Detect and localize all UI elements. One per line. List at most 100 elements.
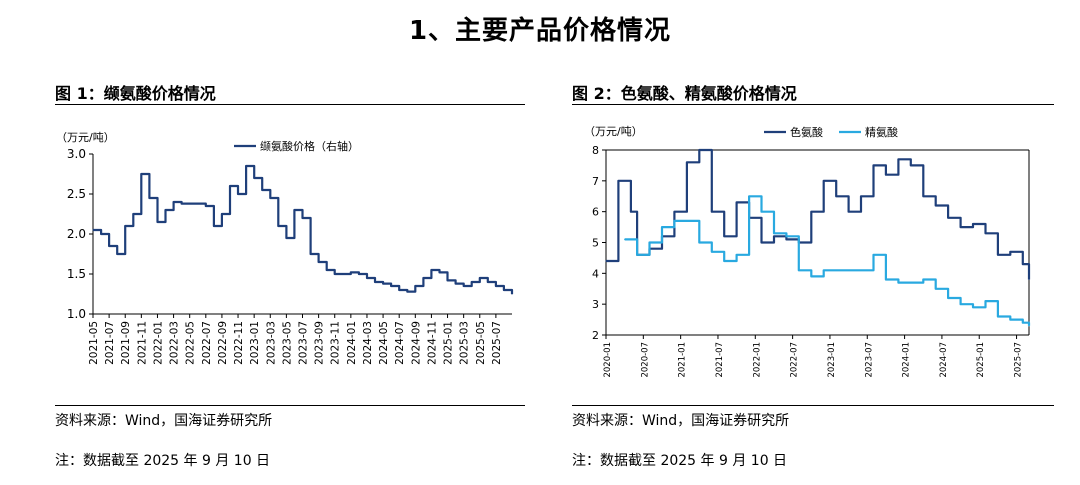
- data-point: [285, 237, 287, 239]
- data-point: [785, 238, 787, 240]
- data-point: [947, 217, 949, 219]
- x-tick-label: 2023-07: [864, 342, 874, 378]
- data-point: [245, 165, 247, 167]
- x-tick-label: 2022-01: [752, 342, 762, 378]
- y-tick-label: 8: [592, 144, 599, 157]
- y-tick-label: 2.5: [67, 187, 86, 201]
- data-point: [736, 254, 738, 256]
- data-point: [760, 241, 763, 244]
- data-point: [1028, 278, 1030, 281]
- y-unit-label: （万元/吨）: [584, 125, 643, 138]
- figure-1-bottom-rule: [55, 405, 525, 406]
- data-point: [960, 303, 962, 305]
- y-tick-label: 4: [592, 267, 599, 280]
- data-point: [173, 201, 175, 203]
- legend-label: 精氨酸: [865, 125, 898, 139]
- data-point: [885, 278, 887, 281]
- data-point: [221, 213, 223, 215]
- data-point: [471, 281, 473, 283]
- data-point: [897, 282, 899, 284]
- figure-2-top-rule: [572, 104, 1054, 105]
- x-tick-label: 2021-09: [120, 321, 132, 365]
- data-point: [661, 226, 663, 228]
- series-line-1: [606, 148, 1031, 280]
- data-point: [374, 281, 376, 283]
- data-point: [872, 164, 875, 166]
- data-point: [748, 195, 750, 197]
- data-point: [479, 277, 481, 279]
- data-point: [406, 291, 408, 293]
- data-point: [860, 195, 862, 197]
- data-point: [1028, 325, 1030, 327]
- data-point: [132, 213, 134, 215]
- x-tick-label: 2022-05: [185, 321, 197, 365]
- x-tick-label: 2021-07: [715, 342, 725, 378]
- data-point: [922, 278, 924, 281]
- data-point: [446, 279, 449, 281]
- legend-label: 缬氨酸价格（右轴）: [260, 139, 359, 153]
- figure-2-note: 注：数据截至 2025 年 9 月 10 日: [572, 453, 788, 469]
- x-tick-label: 2024-11: [426, 321, 438, 365]
- x-tick-label: 2022-01: [152, 321, 164, 365]
- data-point: [398, 289, 400, 291]
- data-point: [723, 235, 725, 237]
- data-point: [1022, 322, 1024, 324]
- data-point: [910, 282, 912, 284]
- data-point: [698, 241, 700, 244]
- data-point: [872, 254, 875, 256]
- data-point: [947, 297, 949, 299]
- x-tick-label: 2024-03: [362, 321, 374, 365]
- data-point: [798, 269, 800, 271]
- data-point: [350, 271, 352, 273]
- data-point: [860, 269, 862, 271]
- figure-1-note: 注：数据截至 2025 年 9 月 10 日: [55, 453, 271, 469]
- data-point: [848, 211, 850, 213]
- data-point: [310, 253, 312, 255]
- x-tick-label: 2025-07: [1014, 342, 1024, 378]
- data-point: [124, 225, 126, 227]
- figure-2-bottom-rule: [572, 405, 1054, 406]
- data-point: [624, 238, 626, 240]
- figure-2-source: 资料来源：Wind，国海证券研究所: [572, 413, 790, 429]
- data-point: [487, 281, 489, 283]
- data-point: [318, 261, 320, 263]
- data-point: [382, 283, 384, 285]
- data-point: [237, 193, 239, 195]
- data-point: [100, 233, 102, 235]
- data-point: [269, 197, 271, 199]
- x-tick-label: 2023-05: [281, 321, 293, 365]
- data-point: [760, 211, 763, 213]
- figure-1-title: 图 1：缬氨酸价格情况: [55, 84, 216, 103]
- data-point: [116, 253, 118, 255]
- data-point: [897, 158, 899, 160]
- data-point: [630, 211, 632, 213]
- data-point: [422, 277, 424, 279]
- x-tick-label: 2023-09: [314, 321, 326, 365]
- data-point: [723, 260, 725, 262]
- data-point: [326, 269, 328, 271]
- data-point: [438, 271, 441, 273]
- data-point: [261, 189, 263, 191]
- data-point: [390, 285, 392, 287]
- x-tick-label: 2020-01: [603, 342, 613, 378]
- y-tick-label: 2.0: [67, 227, 86, 241]
- data-point: [997, 315, 999, 318]
- valine-price-chart: 1.0 1.5 2.0 2.5 3.0 2021-05 2021-07 2021-09 2021…: [56, 131, 514, 365]
- x-tick-label: 2024-05: [378, 321, 390, 365]
- data-point: [495, 285, 497, 287]
- y-tick-label: 7: [592, 175, 599, 188]
- data-point: [148, 197, 150, 199]
- data-point: [342, 273, 344, 275]
- data-point: [92, 229, 94, 231]
- x-tick-label: 2025-07: [491, 321, 503, 365]
- data-point: [140, 173, 142, 175]
- data-point: [972, 306, 974, 308]
- data-point: [848, 269, 850, 271]
- data-point: [935, 204, 937, 207]
- data-point: [823, 180, 825, 182]
- x-tick-label: 2022-09: [217, 321, 229, 365]
- data-point: [1009, 251, 1011, 253]
- data-point: [885, 174, 887, 176]
- data-point: [711, 211, 713, 213]
- data-point: [698, 149, 700, 151]
